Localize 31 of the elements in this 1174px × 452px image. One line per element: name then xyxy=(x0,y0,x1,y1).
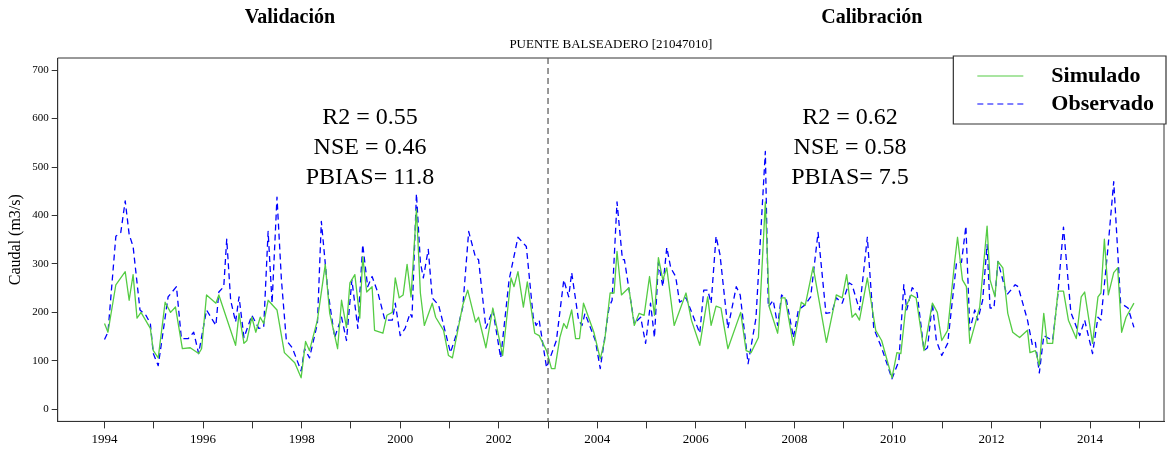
x-tick-label: 2014 xyxy=(1077,430,1104,446)
x-tick-label: 2006 xyxy=(682,430,710,446)
x-tick-label: 1994 xyxy=(91,430,119,446)
annotation: NSE = 0.46 xyxy=(313,133,427,160)
y-tick-label: 0 xyxy=(43,402,50,415)
text: Validación xyxy=(244,5,336,28)
y-tick-label: 300 xyxy=(32,256,50,269)
annotation: PBIAS= 7.5 xyxy=(791,163,909,190)
annotation: NSE = 0.58 xyxy=(793,133,907,160)
legend-label: Simulado xyxy=(1051,61,1141,87)
y-tick-label: 200 xyxy=(32,305,50,318)
y-tick-label: 400 xyxy=(32,208,50,221)
x-tick-label: 2000 xyxy=(387,430,414,446)
x-tick-label: 2010 xyxy=(879,430,906,446)
annotation: R2 = 0.62 xyxy=(802,103,898,130)
y-tick-label: 500 xyxy=(32,159,50,172)
y-tick-label: 100 xyxy=(32,353,50,366)
x-tick-label: 2012 xyxy=(978,430,1005,446)
chart-title: PUENTE BALSEADERO [21047010] xyxy=(509,36,713,52)
x-tick-label: 1996 xyxy=(190,430,217,446)
y-tick-label: 600 xyxy=(32,111,50,124)
legend-label: Observado xyxy=(1051,89,1155,115)
x-tick-label: 2002 xyxy=(485,430,512,446)
annotation: R2 = 0.55 xyxy=(322,103,418,130)
x-tick-label: 2004 xyxy=(584,430,611,446)
annotation: PBIAS= 11.8 xyxy=(305,163,435,190)
y-axis-title: Caudal (m3/s) xyxy=(5,194,24,286)
text: Calibración xyxy=(821,5,923,28)
x-tick-label: 2008 xyxy=(781,430,808,446)
y-tick-label: 700 xyxy=(32,63,50,75)
x-tick-label: 1998 xyxy=(288,430,315,446)
